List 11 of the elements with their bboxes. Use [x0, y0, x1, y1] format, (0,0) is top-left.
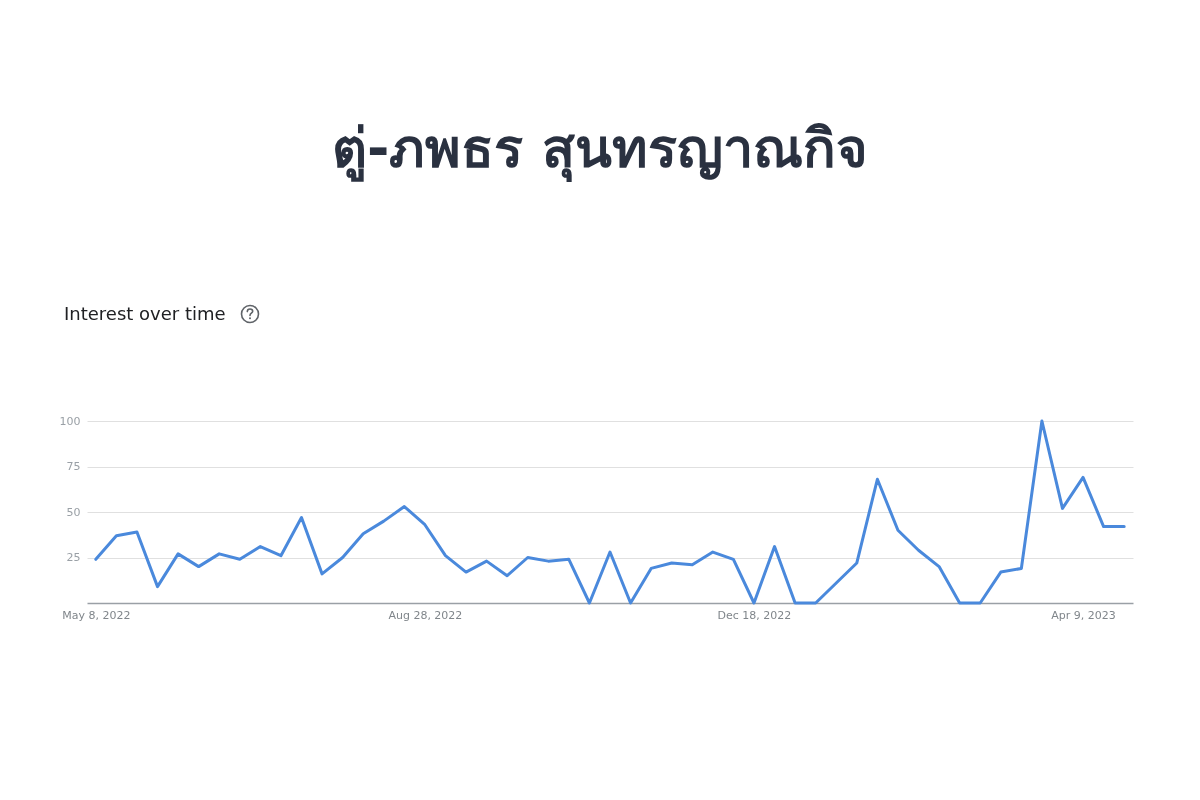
y-tick-label: 50 [66, 505, 81, 519]
x-tick-label: Dec 18, 2022 [717, 608, 792, 622]
chart-subtitle: Interest over time [64, 303, 226, 324]
x-tick-label: Apr 9, 2023 [1051, 608, 1116, 622]
x-tick-label: May 8, 2022 [62, 608, 131, 622]
line-series [94, 419, 1126, 605]
x-tick-label: Aug 28, 2022 [388, 608, 463, 622]
chart-title: ตู่-ภพธร สุนทรญาณกิจ [330, 116, 870, 184]
y-tick-label: 75 [66, 460, 81, 473]
y-tick-label: 25 [66, 551, 81, 564]
y-tick-label: 100 [59, 414, 81, 428]
